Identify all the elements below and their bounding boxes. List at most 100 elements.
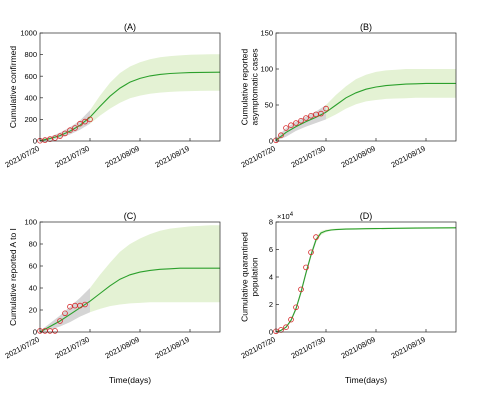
x-tick-label: 2021/08/09 bbox=[104, 144, 141, 170]
y-tick-label: 0 bbox=[269, 137, 273, 146]
y-axis-label: population bbox=[250, 257, 260, 297]
y-tick-label: 50 bbox=[265, 101, 273, 110]
observed-point bbox=[82, 118, 88, 125]
y-tick-label: 100 bbox=[260, 65, 273, 74]
observed-point bbox=[278, 132, 284, 139]
x-tick-label: 2021/08/19 bbox=[390, 144, 427, 170]
observed-point bbox=[82, 301, 88, 308]
y-axis-label: Cumulative confirmed bbox=[8, 46, 18, 128]
observed-point bbox=[52, 328, 58, 334]
y-tick-label: 800 bbox=[24, 50, 37, 59]
panel-title: (A) bbox=[124, 22, 136, 32]
y-tick-label: 150 bbox=[260, 29, 273, 38]
observed-point bbox=[52, 135, 58, 141]
observed-point bbox=[62, 310, 68, 317]
confidence-band-fitting-window bbox=[40, 288, 90, 332]
x-tick-label: 2021/07/20 bbox=[4, 144, 41, 170]
observed-point bbox=[57, 318, 63, 324]
observed-point bbox=[303, 264, 309, 271]
observed-point bbox=[298, 118, 304, 124]
x-tick-label: 2021/08/19 bbox=[154, 144, 191, 170]
observed-point bbox=[283, 125, 289, 131]
x-tick-label: 2021/07/30 bbox=[54, 335, 91, 361]
y-axis-label: Cumulative quarantined bbox=[240, 232, 250, 322]
observed-point bbox=[313, 234, 319, 240]
confidence-band bbox=[316, 226, 456, 243]
observed-point bbox=[318, 110, 324, 117]
confidence-band bbox=[326, 69, 456, 120]
x-tick-label: 2021/07/20 bbox=[240, 335, 277, 361]
y-tick-label: 40 bbox=[29, 284, 37, 293]
fitted-curve bbox=[39, 71, 221, 142]
observed-point bbox=[303, 115, 309, 121]
x-tick-label: 2021/08/19 bbox=[390, 335, 427, 361]
observed-point bbox=[87, 116, 93, 123]
y-tick-label: 0 bbox=[269, 328, 273, 337]
panel-title: (D) bbox=[360, 211, 373, 221]
y-tick-label: 100 bbox=[24, 218, 37, 227]
observed-point bbox=[67, 127, 73, 133]
panel-b: 0 50 100 150 2021/07/20 2021/07/30 2021/08/09 2… bbox=[240, 22, 457, 169]
plot-frame bbox=[275, 221, 457, 333]
y-tick-label: 8 bbox=[269, 218, 273, 227]
y-tick-label: 4 bbox=[269, 273, 273, 282]
y-axis-label: Cumulative reported A to I bbox=[8, 228, 18, 326]
observed-point bbox=[308, 249, 314, 256]
confidence-band-fitting-window bbox=[40, 110, 90, 141]
observed-point bbox=[57, 133, 63, 139]
plot-frame bbox=[39, 221, 221, 333]
fitted-curve bbox=[275, 82, 456, 141]
x-tick-label: 2021/07/30 bbox=[54, 144, 91, 170]
confidence-band bbox=[90, 225, 220, 313]
y-tick-label: 6 bbox=[269, 245, 273, 254]
observed-point bbox=[288, 316, 294, 323]
observed-point bbox=[77, 302, 83, 309]
plot-frame bbox=[39, 32, 221, 142]
y-tick-label: 200 bbox=[24, 115, 37, 124]
panel-a: 0 200 400 600 800 1000 2021/07/20 2021/07/30 202… bbox=[4, 22, 221, 170]
confidence-band bbox=[90, 54, 220, 124]
observed-point bbox=[293, 304, 299, 311]
x-tick-label: 2021/07/30 bbox=[290, 144, 327, 170]
y-tick-label: 0 bbox=[33, 137, 37, 146]
observed-point bbox=[62, 130, 68, 137]
observed-point bbox=[293, 120, 299, 126]
y-tick-label: 20 bbox=[29, 306, 37, 315]
y-tick-label: 0 bbox=[33, 328, 37, 337]
panel-c: 0 20 40 60 80 100 2021/07/20 2021/07/30 2021/08/… bbox=[4, 211, 221, 361]
y-tick-label: 60 bbox=[29, 262, 37, 271]
panel-title: (C) bbox=[124, 211, 137, 221]
panel-title: (B) bbox=[360, 22, 372, 32]
observed-point bbox=[288, 122, 294, 128]
x-tick-label: 2021/08/19 bbox=[154, 335, 191, 361]
observed-point bbox=[298, 286, 304, 293]
y-axis-label: Cumulative reported bbox=[240, 48, 250, 125]
y-axis-exponent: ×104 bbox=[277, 212, 294, 221]
panel-d: 0 2 4 6 8 2021/07/20 2021/07/30 2021/08/09 2021/… bbox=[240, 211, 457, 360]
x-tick-label: 2021/07/20 bbox=[4, 335, 41, 361]
y-tick-label: 400 bbox=[24, 93, 37, 102]
x-tick-label: 2021/08/09 bbox=[104, 335, 141, 361]
x-tick-label: 2021/08/09 bbox=[340, 144, 377, 170]
x-tick-label: 2021/08/09 bbox=[340, 335, 377, 361]
confidence-band-fitting-window bbox=[276, 237, 316, 332]
fitted-curve bbox=[275, 227, 457, 333]
x-tick-label: 2021/07/20 bbox=[240, 144, 277, 170]
y-tick-label: 1000 bbox=[20, 29, 37, 38]
observed-point bbox=[72, 125, 78, 131]
fitted-curve bbox=[39, 267, 220, 333]
observed-point bbox=[67, 303, 73, 310]
y-tick-label: 2 bbox=[269, 300, 273, 309]
observed-point bbox=[308, 113, 314, 119]
x-axis-label: Time(days) bbox=[345, 375, 387, 385]
y-tick-label: 80 bbox=[29, 240, 37, 249]
x-axis-label: Time(days) bbox=[109, 375, 151, 385]
observed-point bbox=[323, 105, 329, 112]
observed-point bbox=[283, 324, 289, 331]
observed-point bbox=[47, 136, 53, 142]
observed-point bbox=[77, 120, 83, 127]
y-tick-label: 600 bbox=[24, 72, 37, 81]
y-axis-label: asymptomatic cases bbox=[250, 49, 260, 126]
plot-frame bbox=[275, 32, 457, 142]
